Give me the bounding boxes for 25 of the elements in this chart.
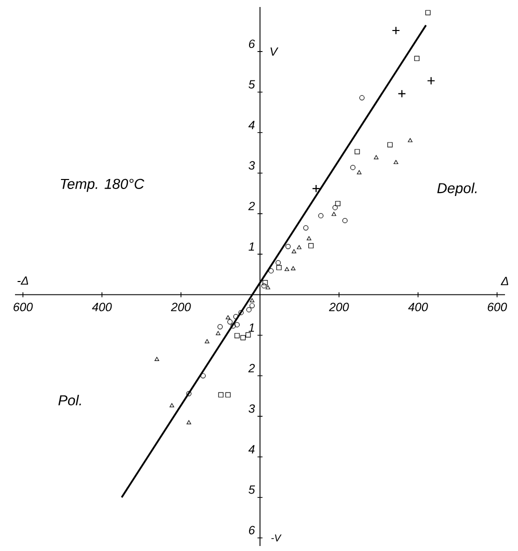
y-tick-label: 5 <box>248 80 256 89</box>
annotation: Pol. <box>58 394 81 406</box>
y-tick-label: 2 <box>248 202 255 210</box>
y-tick-label: 5 <box>248 486 256 494</box>
x-tick-label: 400 <box>92 302 112 312</box>
y-tick-label: 2 <box>248 364 255 372</box>
x-tick-label: 200 <box>328 302 349 312</box>
annotation: -V <box>271 534 282 542</box>
y-tick-label: 1 <box>248 324 254 332</box>
x-tick-label: 600 <box>14 302 33 312</box>
y-tick-label: 3 <box>248 404 255 413</box>
annotation: Temp. 180°C <box>60 178 144 192</box>
annotation: Depol. <box>437 182 477 196</box>
x-axis-title: Δ <box>500 276 508 286</box>
y-tick-label: 6 <box>249 40 255 48</box>
y-tick-label: 1 <box>248 242 254 251</box>
y-axis-title: V <box>270 47 278 56</box>
annotation: -Δ <box>18 276 28 285</box>
y-tick-label: 4 <box>248 445 255 454</box>
y-tick-label: 6 <box>249 526 255 534</box>
x-tick-label: 600 <box>488 302 507 312</box>
x-tick-label: 400 <box>408 302 428 312</box>
y-tick-label: 3 <box>248 161 255 170</box>
x-tick-label: 200 <box>170 302 191 312</box>
y-tick-label: 4 <box>248 120 255 130</box>
